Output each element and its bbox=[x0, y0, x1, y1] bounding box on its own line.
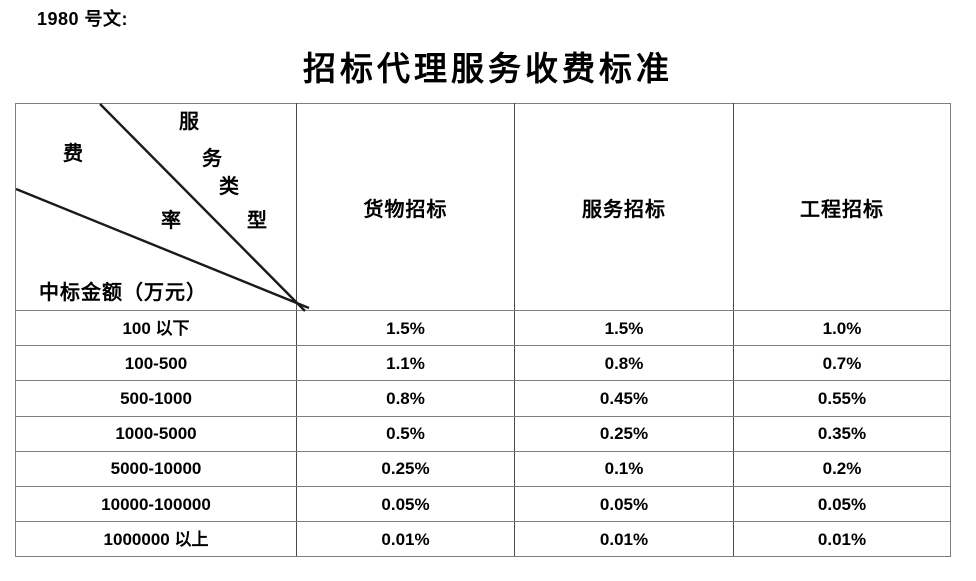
value-cell: 0.05% bbox=[733, 485, 951, 523]
value-cell: 1.5% bbox=[296, 309, 515, 347]
value-cell: 0.35% bbox=[733, 415, 951, 452]
value-cell: 0.8% bbox=[514, 345, 734, 382]
fee-standard-table: 服 务 类 型 费 率 中标金额（万元） 货物招标 服务招标 工程招标 100 … bbox=[15, 103, 951, 558]
value-cell: 0.01% bbox=[296, 521, 515, 558]
page-title: 招标代理服务收费标准 bbox=[303, 52, 673, 88]
row-label-cell: 100 以下 bbox=[15, 309, 297, 347]
value-cell: 1.5% bbox=[514, 309, 734, 347]
diagonal-line-upper bbox=[99, 103, 306, 312]
value-cell: 1.1% bbox=[296, 345, 515, 382]
table-row: 100-500 1.1% 0.8% 0.7% bbox=[15, 345, 951, 382]
column-header-services-bidding: 服务招标 bbox=[514, 103, 734, 311]
row-label-cell: 1000000 以上 bbox=[15, 521, 297, 558]
corner-header-cell: 服 务 类 型 费 率 中标金额（万元） bbox=[15, 103, 310, 312]
table-row: 100 以下 1.5% 1.5% 1.0% bbox=[15, 309, 951, 347]
corner-service-type-char-3: 类 bbox=[219, 176, 239, 198]
table-row: 500-1000 0.8% 0.45% 0.55% bbox=[15, 380, 951, 417]
value-cell: 0.5% bbox=[296, 415, 515, 452]
corner-service-type-char-4: 型 bbox=[247, 210, 267, 232]
header-row: 服 务 类 型 费 率 中标金额（万元） 货物招标 服务招标 工程招标 bbox=[15, 103, 951, 312]
corner-fee-rate-char-1: 费 bbox=[63, 143, 83, 165]
corner-service-type-char-1: 服 bbox=[179, 111, 199, 133]
value-cell: 0.25% bbox=[514, 415, 734, 452]
row-label-cell: 5000-10000 bbox=[15, 450, 297, 487]
corner-diagonal-split: 服 务 类 型 费 率 中标金额（万元） bbox=[15, 103, 310, 312]
value-cell: 0.1% bbox=[514, 450, 734, 487]
row-label-cell: 100-500 bbox=[15, 345, 297, 382]
value-cell: 0.7% bbox=[733, 345, 951, 382]
value-cell: 0.25% bbox=[296, 450, 515, 487]
table-row: 1000-5000 0.5% 0.25% 0.35% bbox=[15, 415, 951, 452]
corner-service-type-char-2: 务 bbox=[202, 148, 222, 170]
value-cell: 0.45% bbox=[514, 380, 734, 417]
diagonal-line-lower bbox=[15, 187, 310, 310]
column-header-engineering-bidding: 工程招标 bbox=[733, 103, 951, 311]
table-row: 10000-100000 0.05% 0.05% 0.05% bbox=[15, 485, 951, 523]
corner-fee-rate-char-2: 率 bbox=[161, 210, 181, 232]
table-row: 1000000 以上 0.01% 0.01% 0.01% bbox=[15, 521, 951, 558]
diagonal-lines bbox=[15, 103, 310, 312]
value-cell: 0.2% bbox=[733, 450, 951, 487]
row-label-cell: 10000-100000 bbox=[15, 485, 297, 523]
value-cell: 0.8% bbox=[296, 380, 515, 417]
row-label-cell: 1000-5000 bbox=[15, 415, 297, 452]
table-row: 5000-10000 0.25% 0.1% 0.2% bbox=[15, 450, 951, 487]
row-label-cell: 500-1000 bbox=[15, 380, 297, 417]
value-cell: 0.05% bbox=[514, 485, 734, 523]
value-cell: 0.55% bbox=[733, 380, 951, 417]
doc-reference: 1980 号文: bbox=[37, 9, 129, 29]
column-header-goods-bidding: 货物招标 bbox=[296, 103, 515, 311]
value-cell: 0.01% bbox=[514, 521, 734, 558]
corner-row-axis-label: 中标金额（万元） bbox=[39, 282, 207, 304]
value-cell: 0.01% bbox=[733, 521, 951, 558]
value-cell: 1.0% bbox=[733, 309, 951, 347]
value-cell: 0.05% bbox=[296, 485, 515, 523]
